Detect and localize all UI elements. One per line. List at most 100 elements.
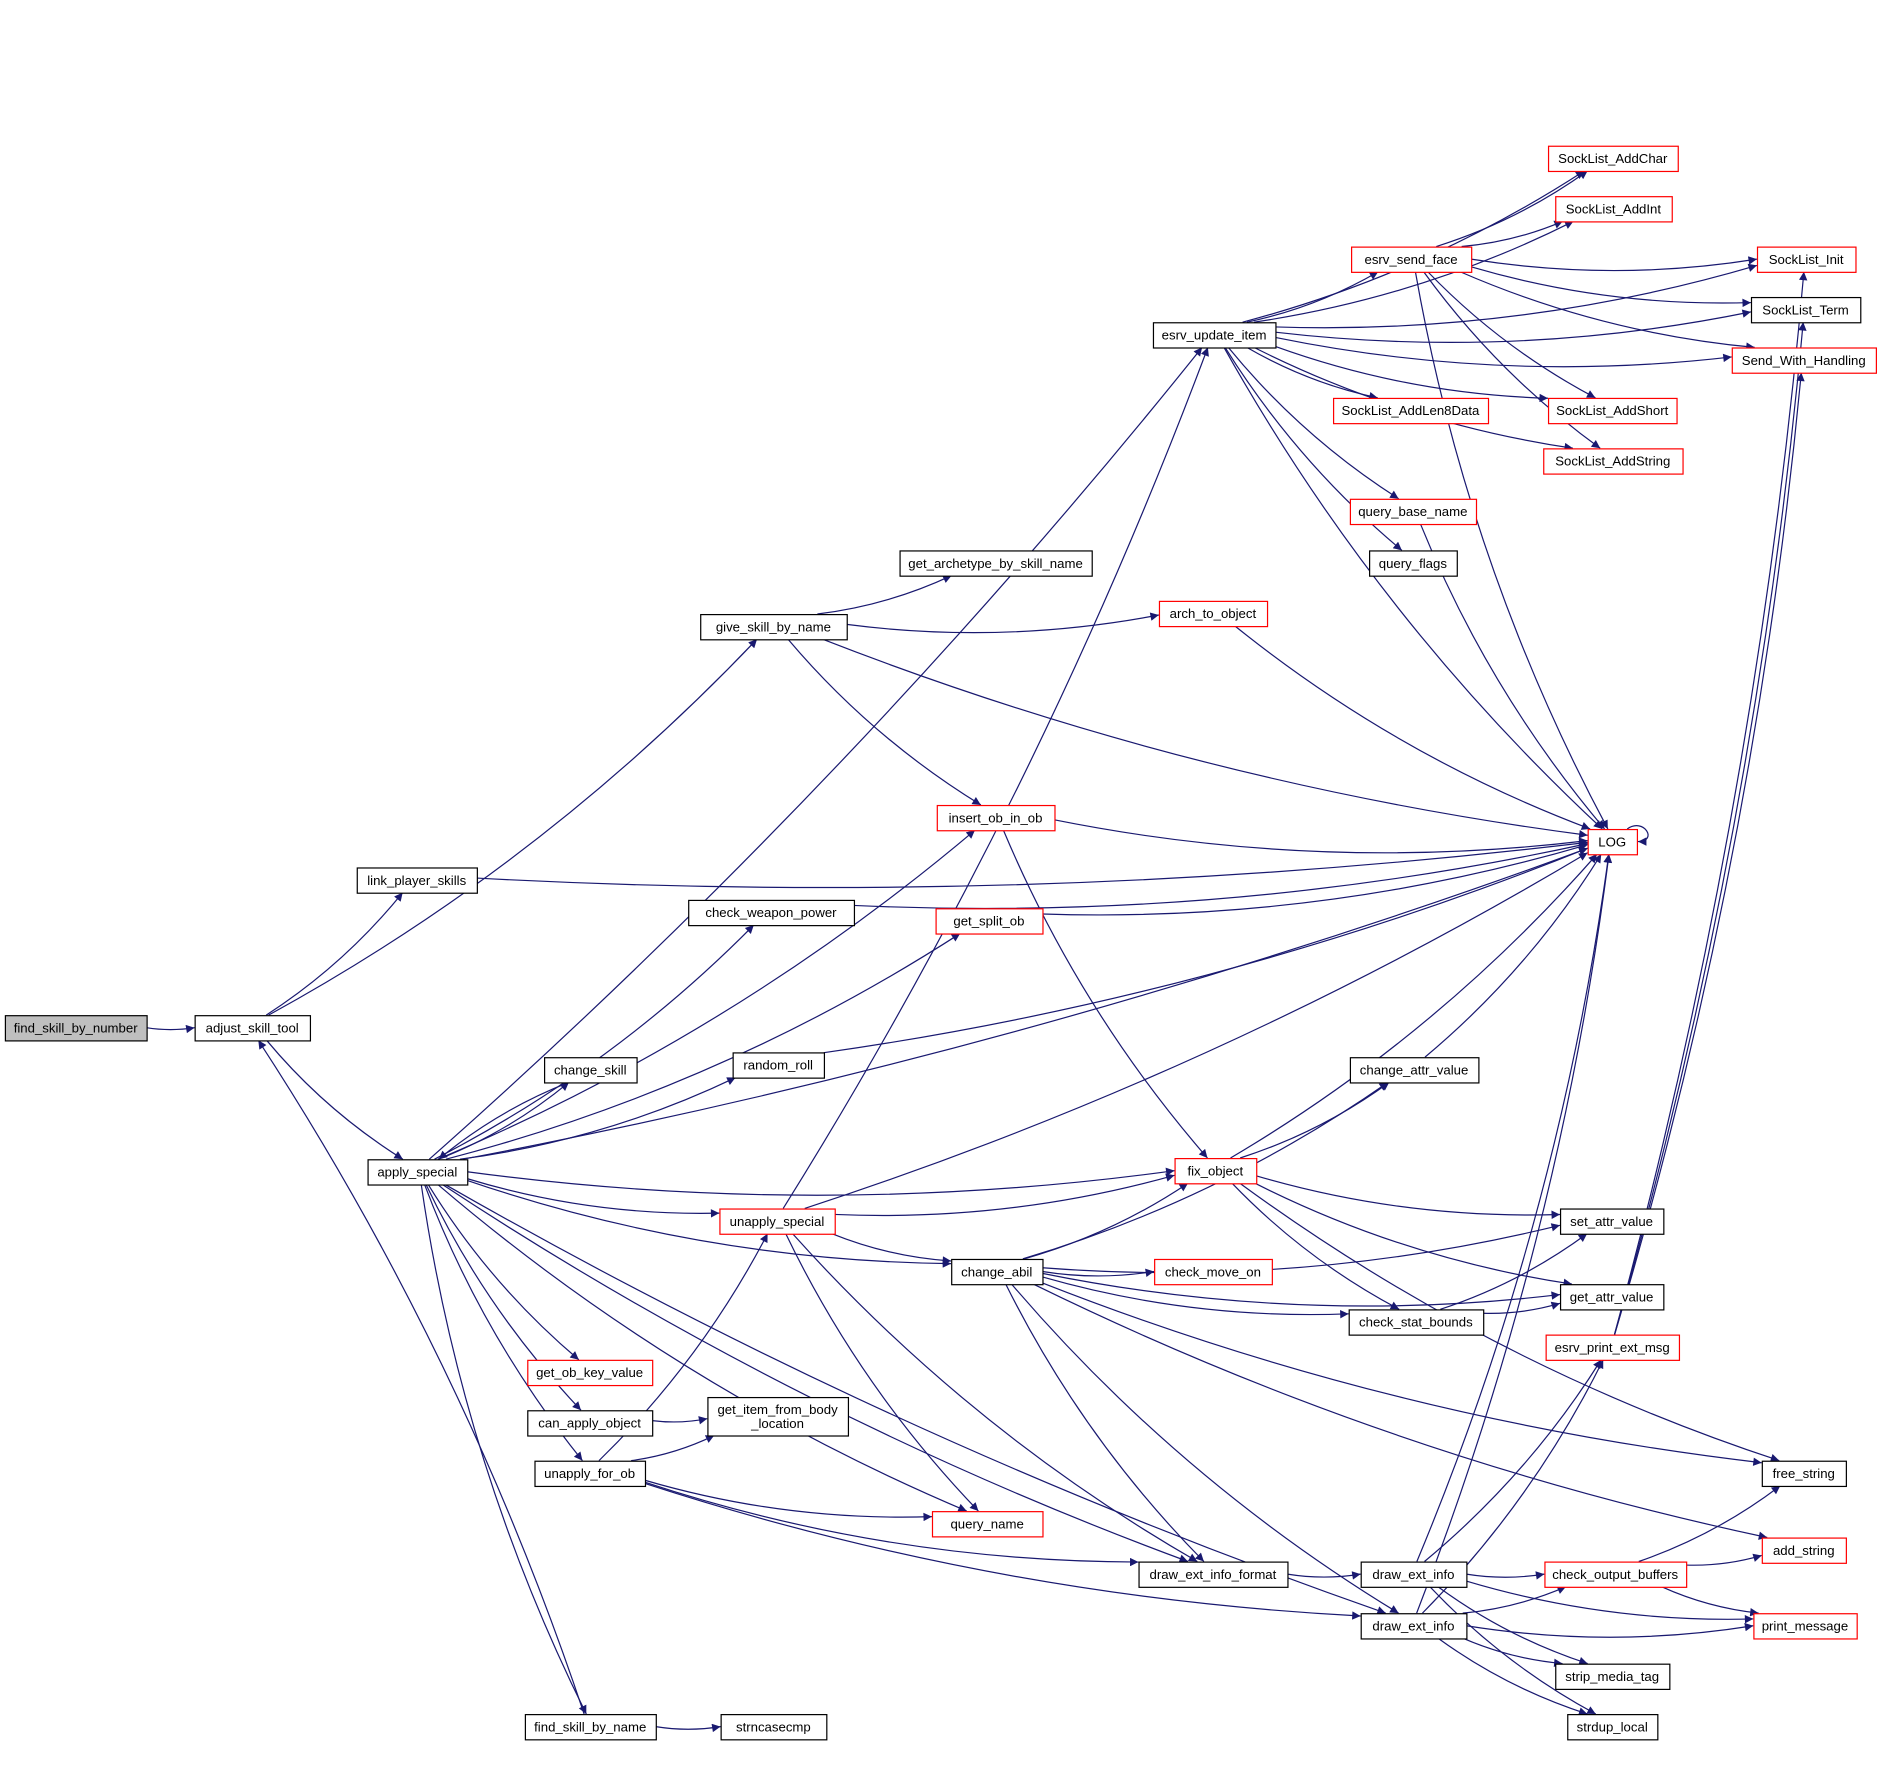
node-get-item-from-body-location[interactable]: get_item_from_body_location — [707, 1396, 850, 1437]
node-label: give_skill_by_name — [716, 619, 831, 634]
node-box — [1348, 1309, 1485, 1336]
node-label: get_archetype_by_skill_name — [908, 556, 1082, 571]
node-socklist-term[interactable]: SockList_Term — [1750, 296, 1862, 324]
node-esrv-update-item[interactable]: esrv_update_item — [1152, 322, 1277, 349]
node-change-attr-value[interactable]: change_attr_value — [1349, 1057, 1480, 1084]
edge-unapply-for-ob-to-query-name — [644, 1479, 932, 1522]
node-label: get_item_from_body — [717, 1402, 838, 1417]
edge-draw-ext-info-2-to-print-message — [1466, 1622, 1754, 1638]
node-box — [1731, 347, 1877, 374]
node-add-string[interactable]: add_string — [1761, 1537, 1847, 1564]
node-label: get_ob_key_value — [536, 1365, 643, 1380]
node-box — [1152, 322, 1277, 349]
node-socklist-addstring[interactable]: SockList_AddString — [1543, 448, 1684, 475]
node-arch-to-object[interactable]: arch_to_object — [1158, 600, 1269, 628]
node-insert-ob-in-ob[interactable]: insert_ob_in_ob — [936, 804, 1056, 832]
node-label: find_skill_by_name — [534, 1719, 646, 1734]
edge-draw-ext-info-format-to-draw-ext-info-1 — [1287, 1571, 1361, 1580]
node-draw-ext-info-1[interactable]: draw_ext_info — [1360, 1561, 1468, 1588]
node-label: add_string — [1773, 1543, 1835, 1558]
edge-esrv-send-face-to-socklist-addstring — [1423, 271, 1601, 449]
node-draw-ext-info-2[interactable]: draw_ext_info — [1360, 1613, 1468, 1640]
node-label: draw_ext_info — [1372, 1567, 1454, 1582]
node-check-stat-bounds[interactable]: check_stat_bounds — [1348, 1309, 1485, 1336]
node-label: free_string — [1773, 1466, 1835, 1481]
node-socklist-addchar[interactable]: SockList_AddChar — [1547, 145, 1679, 173]
node-socklist-addshort[interactable]: SockList_AddShort — [1547, 397, 1678, 425]
node-check-weapon-power[interactable]: check_weapon_power — [688, 899, 856, 927]
node-change-abil[interactable]: change_abil — [951, 1258, 1044, 1286]
edge-draw-ext-info-1-to-log — [1416, 854, 1612, 1562]
node-link-player-skills[interactable]: link_player_skills — [356, 867, 478, 894]
edge-adjust-skill-tool-to-give-skill-by-name — [268, 638, 758, 1016]
node-esrv-print-ext-msg[interactable]: esrv_print_ext_msg — [1545, 1334, 1681, 1361]
edge-esrv-update-item-to-esrv-send-face — [1246, 271, 1379, 323]
node-unapply-special[interactable]: unapply_special — [719, 1208, 836, 1235]
node-random-roll[interactable]: random_roll — [732, 1052, 826, 1079]
node-check-move-on[interactable]: check_move_on — [1154, 1258, 1273, 1286]
edge-draw-ext-info-2-to-log — [1416, 854, 1613, 1614]
node-box — [1174, 1158, 1258, 1185]
node-label: change_abil — [961, 1264, 1032, 1279]
node-adjust-skill-tool[interactable]: adjust_skill_tool — [194, 1015, 312, 1042]
node-label: print_message — [1762, 1619, 1849, 1634]
node-log[interactable]: LOG — [1587, 828, 1639, 856]
node-box — [1545, 1334, 1681, 1361]
node-label: Send_With_Handling — [1742, 353, 1866, 368]
node-free-string[interactable]: free_string — [1761, 1460, 1847, 1488]
node-send-with-handling[interactable]: Send_With_Handling — [1731, 347, 1877, 374]
node-check-output-buffers[interactable]: check_output_buffers — [1544, 1561, 1688, 1588]
node-box — [1349, 498, 1478, 526]
edge-apply-special-to-get-ob-key-value — [427, 1184, 580, 1361]
node-strdup-local[interactable]: strdup_local — [1567, 1714, 1659, 1741]
node-box — [527, 1359, 654, 1387]
edge-fix-object-to-get-attr-value — [1254, 1182, 1573, 1287]
node-fix-object[interactable]: fix_object — [1174, 1158, 1258, 1185]
node-draw-ext-info-format[interactable]: draw_ext_info_format — [1138, 1561, 1289, 1588]
edge-draw-ext-info-2-to-strip-media-tag — [1462, 1637, 1563, 1668]
edge-insert-ob-in-ob-to-log — [1054, 819, 1588, 854]
node-label: link_player_skills — [367, 873, 466, 888]
node-change-skill[interactable]: change_skill — [544, 1057, 638, 1084]
node-query-base-name[interactable]: query_base_name — [1349, 498, 1478, 526]
node-find-skill-by-number[interactable]: find_skill_by_number — [4, 1015, 148, 1042]
node-label: query_base_name — [1358, 504, 1467, 519]
node-socklist-addint[interactable]: SockList_AddInt — [1555, 196, 1673, 223]
node-apply-special[interactable]: apply_special — [367, 1159, 469, 1186]
edge-unapply-special-to-draw-ext-info-format — [792, 1233, 1198, 1563]
node-unapply-for-ob[interactable]: unapply_for_ob — [534, 1460, 647, 1488]
node-esrv-send-face[interactable]: esrv_send_face — [1351, 246, 1473, 273]
node-get-archetype-by-skill-name[interactable]: get_archetype_by_skill_name — [899, 550, 1093, 577]
edge-esrv-update-item-to-socklist-init — [1275, 263, 1758, 329]
node-strncasecmp[interactable]: strncasecmp — [720, 1714, 828, 1741]
node-label: change_attr_value — [1360, 1063, 1469, 1078]
edge-check-output-buffers-to-print-message — [1661, 1586, 1759, 1617]
node-set-attr-value[interactable]: set_attr_value — [1559, 1208, 1665, 1235]
node-strip-media-tag[interactable]: strip_media_tag — [1555, 1663, 1671, 1690]
edge-change-abil-to-get-attr-value — [1042, 1272, 1561, 1307]
edge-check-weapon-power-to-log — [853, 841, 1588, 910]
edge-esrv-send-face-to-log — [1414, 271, 1609, 830]
node-get-ob-key-value[interactable]: get_ob_key_value — [527, 1359, 654, 1387]
node-get-attr-value[interactable]: get_attr_value — [1559, 1284, 1665, 1311]
node-label: LOG — [1598, 834, 1626, 849]
node-socklist-init[interactable]: SockList_Init — [1756, 246, 1857, 273]
edge-give-skill-by-name-to-insert-ob-in-ob — [787, 638, 982, 806]
edge-esrv-send-face-to-socklist-init — [1470, 256, 1758, 272]
node-box — [935, 908, 1044, 935]
node-give-skill-by-name[interactable]: give_skill_by_name — [700, 613, 848, 641]
node-socklist-addlen8data[interactable]: SockList_AddLen8Data — [1332, 397, 1490, 425]
node-box — [732, 1052, 826, 1079]
node-can-apply-object[interactable]: can_apply_object — [527, 1410, 654, 1437]
node-print-message[interactable]: print_message — [1753, 1613, 1858, 1640]
node-query-name[interactable]: query_name — [931, 1511, 1044, 1538]
node-label: get_split_ob — [953, 914, 1024, 929]
edge-apply-special-to-insert-ob-in-ob — [437, 829, 976, 1160]
node-find-skill-by-name[interactable]: find_skill_by_name — [524, 1714, 657, 1741]
edge-unapply-special-to-fix-object — [834, 1173, 1175, 1217]
node-get-split-ob[interactable]: get_split_ob — [935, 908, 1044, 935]
node-query-flags[interactable]: query_flags — [1369, 550, 1458, 577]
edge-apply-special-to-fix-object — [467, 1167, 1175, 1196]
node-box — [1349, 1057, 1480, 1084]
edge-get-split-ob-to-log — [1042, 843, 1588, 916]
